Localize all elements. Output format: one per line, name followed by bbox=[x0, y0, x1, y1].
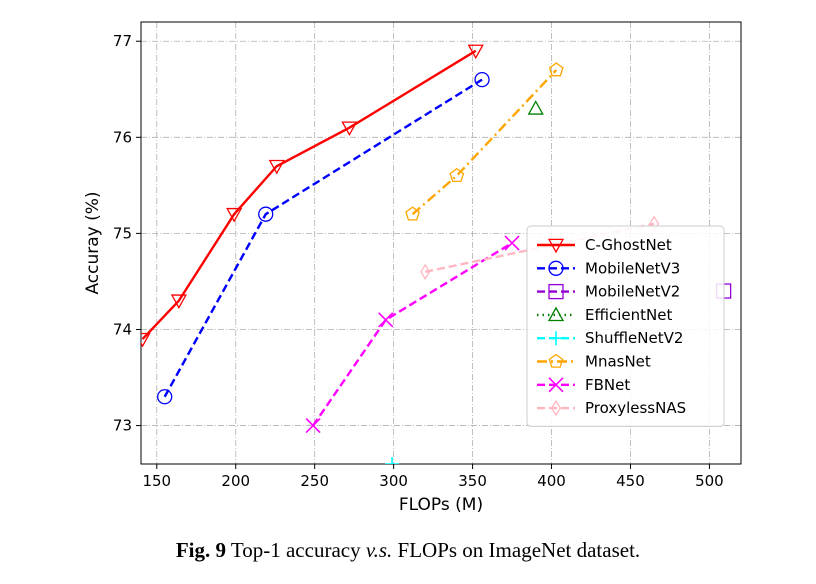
data-point-shufflenetv2-0 bbox=[385, 457, 400, 464]
caption-vs: v.s. bbox=[365, 538, 393, 562]
data-point-c-ghostnet-0 bbox=[141, 332, 151, 348]
data-point-mnasnet-0 bbox=[405, 206, 421, 221]
legend-label-efficientnet: EfficientNet bbox=[585, 306, 672, 324]
y-tick-label-75: 75 bbox=[113, 224, 132, 242]
x-tick-label-400: 400 bbox=[537, 472, 566, 490]
legend-item-fbnet: FBNet bbox=[537, 376, 630, 394]
caption-figure-label: Fig. 9 bbox=[175, 538, 227, 562]
y-tick-label-76: 76 bbox=[113, 128, 132, 146]
y-tick-label-74: 74 bbox=[113, 320, 132, 338]
figure-caption: Fig. 9 Top-1 accuracy v.s. FLOPs on Imag… bbox=[0, 538, 816, 563]
legend-marker-efficientnet bbox=[547, 306, 565, 322]
x-tick-label-350: 350 bbox=[458, 472, 487, 490]
y-axis-label: Accuray (%) bbox=[83, 191, 103, 294]
caption-text-before: Top-1 accuracy bbox=[226, 538, 366, 562]
series-line-fbnet bbox=[312, 241, 513, 427]
data-point-fbnet-1 bbox=[378, 312, 394, 328]
data-point-c-ghostnet-3 bbox=[268, 159, 285, 175]
data-point-mnasnet-1 bbox=[449, 167, 465, 183]
y-tick-label-73: 73 bbox=[113, 417, 132, 435]
legend-item-mobilenetv3: MobileNetV3 bbox=[537, 259, 680, 277]
data-point-c-ghostnet-1 bbox=[170, 294, 187, 309]
accuracy-flops-chart: 150 200 250 300 350 400 450 500 73 74 75 76 77 FLOPs … bbox=[83, 21, 742, 515]
legend-label-mobilenetv2: MobileNetV2 bbox=[585, 283, 680, 301]
data-point-mobilenetv3-2 bbox=[474, 72, 490, 88]
x-tick-label-250: 250 bbox=[300, 472, 329, 490]
legend-label-shufflenetv2: ShuffleNetV2 bbox=[585, 329, 683, 347]
data-point-mobilenetv3-0 bbox=[157, 389, 173, 405]
data-point-fbnet-2 bbox=[504, 235, 520, 251]
legend-label-c-ghostnet: C-GhostNet bbox=[585, 236, 672, 254]
legend: C-GhostNet MobileNetV3 MobileNetV2 Efficien… bbox=[526, 225, 725, 427]
plot-frame bbox=[140, 21, 742, 465]
legend-item-mobilenetv2: MobileNetV2 bbox=[537, 283, 680, 301]
legend-item-mnasnet: MnasNet bbox=[537, 353, 651, 371]
legend-marker-shufflenetv2 bbox=[549, 331, 563, 346]
legend-marker-fbnet bbox=[548, 377, 564, 393]
series-line-mobilenetv3 bbox=[163, 78, 483, 398]
series-efficientnet bbox=[527, 100, 544, 115]
series-mobilenetv3 bbox=[157, 72, 490, 405]
x-tick-label-450: 450 bbox=[616, 472, 645, 490]
x-tick-label-300: 300 bbox=[379, 472, 408, 490]
legend-marker-mnasnet bbox=[548, 353, 564, 368]
series-fbnet bbox=[305, 235, 520, 434]
caption-text-after: FLOPs on ImageNet dataset. bbox=[392, 538, 641, 562]
data-point-mobilenetv3-1 bbox=[258, 206, 274, 222]
legend-label-mobilenetv3: MobileNetV3 bbox=[585, 259, 680, 277]
legend-item-c-ghostnet: C-GhostNet bbox=[537, 236, 672, 254]
data-point-fbnet-0 bbox=[305, 417, 321, 434]
x-axis-label: FLOPs (M) bbox=[399, 495, 483, 515]
series-shufflenetv2 bbox=[385, 457, 400, 464]
legend-label-fbnet: FBNet bbox=[585, 376, 630, 394]
x-tick-label-500: 500 bbox=[695, 472, 724, 490]
legend-marker-proxylessnas bbox=[551, 399, 561, 417]
data-point-efficientnet-0 bbox=[527, 100, 544, 115]
series-c-ghostnet bbox=[141, 44, 484, 348]
legend-marker-c-ghostnet bbox=[547, 238, 565, 254]
legend-label-proxylessnas: ProxylessNAS bbox=[585, 399, 686, 417]
y-tick-label-77: 77 bbox=[113, 32, 132, 50]
x-tick-label-150: 150 bbox=[142, 472, 171, 490]
x-tick-label-200: 200 bbox=[221, 472, 250, 490]
legend-marker-mobilenetv2 bbox=[548, 283, 564, 300]
legend-item-shufflenetv2: ShuffleNetV2 bbox=[537, 329, 683, 347]
legend-marker-mobilenetv3 bbox=[548, 260, 564, 276]
data-point-c-ghostnet-4 bbox=[341, 121, 358, 137]
legend-label-mnasnet: MnasNet bbox=[585, 353, 651, 371]
series-line-mnasnet bbox=[411, 69, 558, 216]
legend-item-efficientnet: EfficientNet bbox=[537, 306, 672, 324]
legend-box bbox=[526, 225, 725, 427]
series-line-c-ghostnet bbox=[141, 49, 477, 340]
legend-item-proxylessnas: ProxylessNAS bbox=[537, 399, 686, 417]
data-point-mnasnet-2 bbox=[548, 62, 564, 77]
data-point-proxylessnas-0 bbox=[420, 263, 431, 281]
series-mnasnet bbox=[405, 62, 564, 221]
data-point-c-ghostnet-5 bbox=[467, 44, 484, 60]
data-point-c-ghostnet-2 bbox=[226, 207, 243, 223]
